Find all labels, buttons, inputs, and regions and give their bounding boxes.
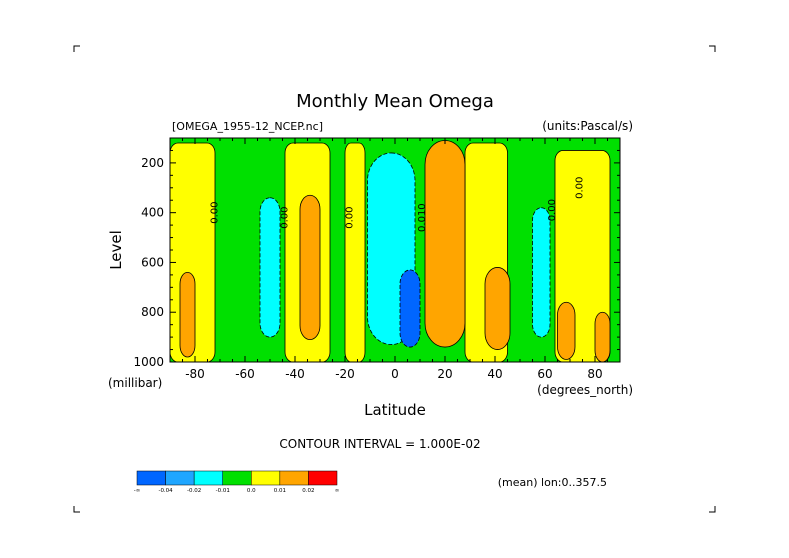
x-tick-label: -40 [285, 367, 305, 381]
contour-label: 0.00 [345, 207, 356, 229]
contour-region-positive [344, 142, 366, 363]
contour-region-strong-positive [299, 194, 321, 341]
contour-region-strong-positive [179, 271, 196, 358]
source-file-label: [OMEGA_1955-12_NCEP.nc] [172, 120, 323, 133]
contour-region-very-negative [399, 269, 421, 348]
x-tick-label: 0 [391, 367, 399, 381]
colorbar-swatch [279, 470, 309, 486]
y-axis-label: Level [107, 230, 125, 270]
contour-label: 0.00 [575, 177, 586, 199]
contour-region-negative [259, 197, 281, 338]
y-axis-ticks: 200 400 600 800 1000 [133, 137, 620, 369]
x-axis-ticks: -80 -60 -40 -20 0 20 40 60 80 [169, 138, 621, 381]
y-tick-label: 1000 [133, 355, 164, 369]
contour-region-strong-positive [424, 140, 466, 348]
x-tick-label: -60 [235, 367, 255, 381]
contour-label: 0.00 [547, 199, 558, 221]
colorbar-label: 0.01 [274, 488, 286, 494]
colorbar-swatch [165, 470, 195, 486]
contour-region-strong-positive [594, 311, 611, 363]
y-axis-units: (millibar) [108, 376, 162, 390]
y-tick-label: 800 [141, 305, 164, 319]
page-corner-marks [73, 45, 716, 513]
x-tick-label: -20 [335, 367, 355, 381]
contour-label: 0.00 [280, 207, 291, 229]
colorbar-swatch [193, 470, 223, 486]
x-tick-label: 80 [587, 367, 602, 381]
colorbar-label: -∞ [134, 488, 141, 494]
contour-region-negative [532, 207, 551, 338]
x-tick-label: 40 [487, 367, 502, 381]
contour-label: 0.010 [417, 203, 428, 232]
contour-label: 0.00 [210, 202, 221, 224]
contour-region-strong-positive [557, 301, 576, 360]
units-label: (units:Pascal/s) [542, 119, 633, 133]
colorbar-swatch [251, 470, 281, 486]
colorbar-label: -0.04 [158, 488, 173, 494]
plot-area: 0.00 0.00 0.00 0.010 0.000.00 -80 -60 -40 -20 0 2… [133, 137, 621, 381]
colorbar: -∞ -0.04 -0.02 -0.01 0.0 0.01 0.02 ∞ [134, 470, 340, 494]
contour-regions [169, 140, 611, 363]
x-tick-label: 60 [537, 367, 552, 381]
corner-mark-top-left [73, 45, 80, 52]
colorbar-swatch [136, 470, 166, 486]
corner-mark-bottom-right [709, 506, 716, 513]
colorbar-swatch [308, 470, 338, 486]
footer-note: (mean) lon:0..357.5 [498, 476, 607, 489]
corner-mark-top-right [709, 45, 716, 52]
contour-interval-label: CONTOUR INTERVAL = 1.000E-02 [279, 437, 480, 451]
y-tick-label: 200 [141, 156, 164, 170]
colorbar-label: 0.02 [302, 488, 314, 494]
chart-title: Monthly Mean Omega [296, 91, 494, 112]
y-tick-label: 400 [141, 206, 164, 220]
colorbar-label: 0.0 [247, 488, 256, 494]
x-tick-label: 20 [437, 367, 452, 381]
corner-mark-bottom-left [73, 506, 80, 513]
contour-labels: 0.00 0.00 0.00 0.010 0.00 0.00 [210, 177, 586, 232]
colorbar-label: ∞ [335, 488, 340, 494]
colorbar-swatch [222, 470, 252, 486]
contour-region-strong-positive [484, 267, 511, 350]
y-tick-label: 600 [141, 255, 164, 269]
x-axis-units: (degrees_north) [537, 383, 633, 397]
x-axis-label: Latitude [364, 401, 426, 419]
x-tick-label: -80 [185, 367, 205, 381]
colorbar-label: -0.01 [216, 488, 230, 494]
colorbar-label: -0.02 [187, 488, 201, 494]
